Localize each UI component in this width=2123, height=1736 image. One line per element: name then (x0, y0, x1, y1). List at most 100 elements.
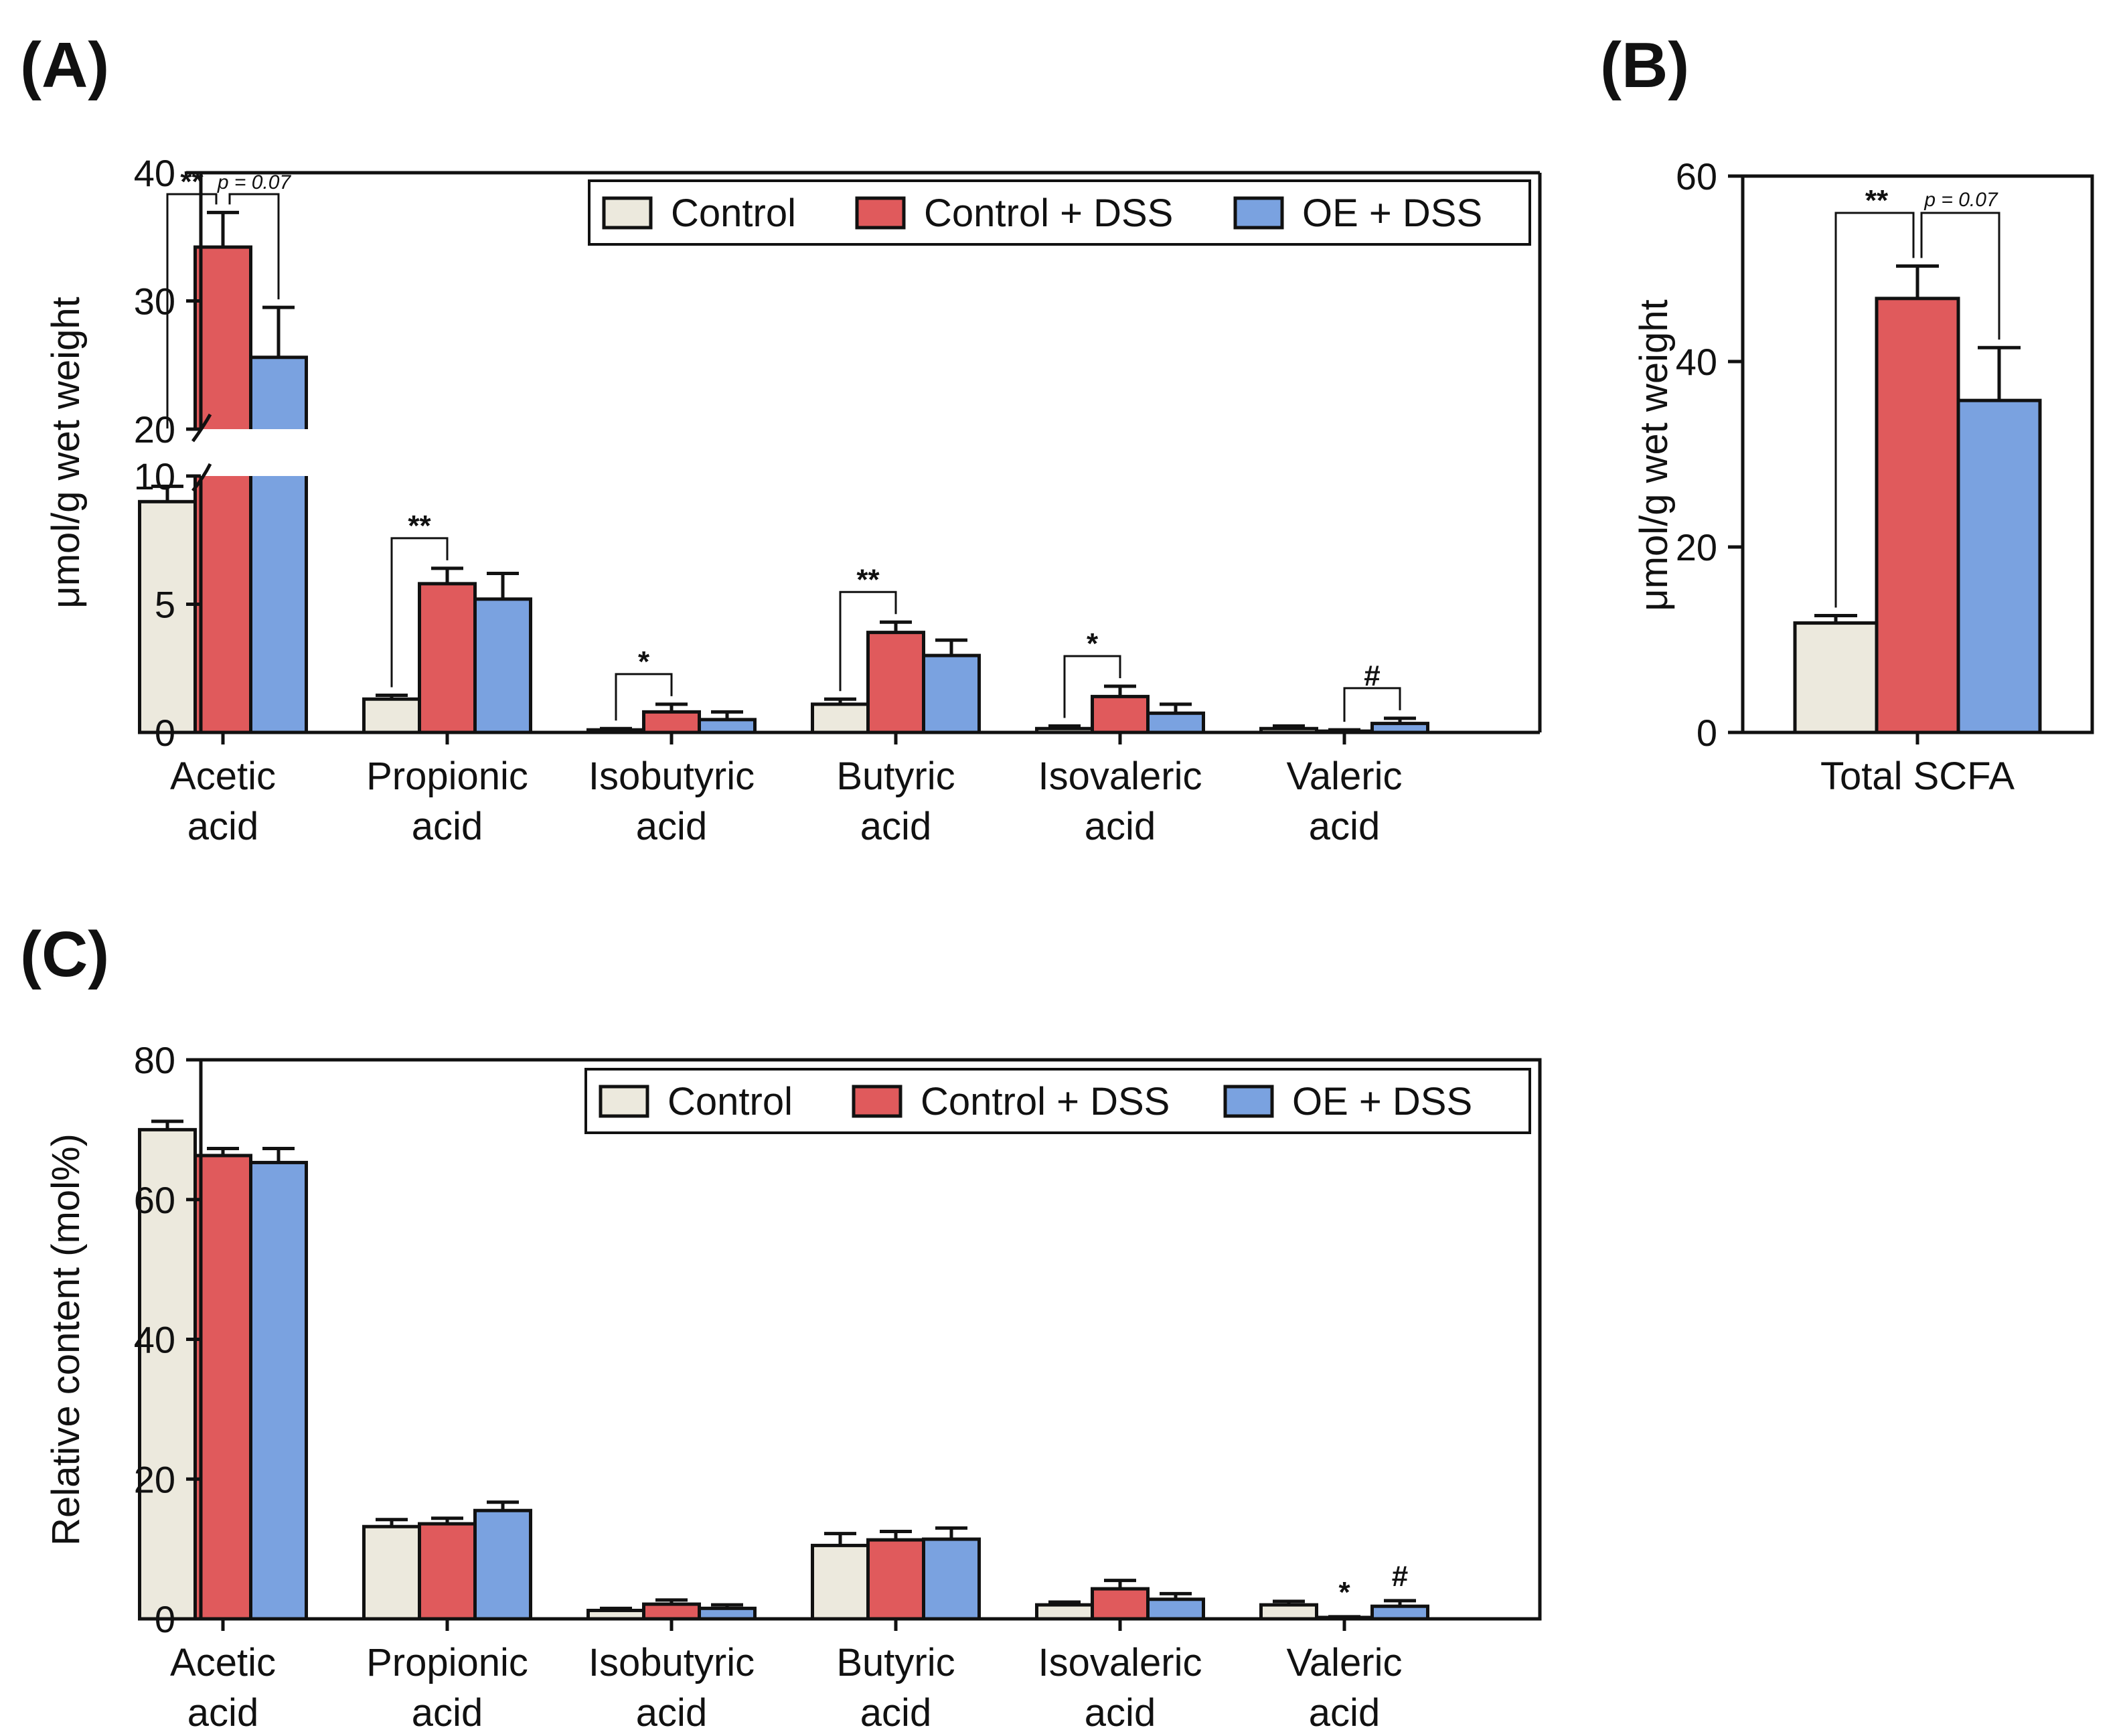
significance-label: ** (408, 509, 431, 542)
x-tick-label: acid (636, 805, 707, 848)
legend: Control Control + DSS OE + DSS (584, 1068, 1531, 1134)
panel-b-label: (B) (1600, 29, 1689, 101)
legend-label: Control + DSS (921, 1080, 1170, 1123)
legend-box (584, 1068, 1531, 1134)
x-tick-label: Isovaleric (1038, 755, 1202, 798)
y-tick-label: 0 (155, 1598, 175, 1640)
x-tick-label: acid (636, 1691, 707, 1735)
significance-bracket (1343, 687, 1401, 722)
bar (473, 1508, 532, 1621)
bar (811, 702, 870, 734)
y-tick-label: 60 (1676, 155, 1717, 198)
bar (1091, 694, 1150, 734)
significance-label: ** (1865, 184, 1889, 217)
bar (1370, 1604, 1429, 1621)
bar (362, 697, 421, 734)
legend-swatch (1223, 1085, 1274, 1118)
x-tick-label: Butyric (836, 1641, 955, 1684)
x-tick-label: Acetic (170, 1641, 276, 1684)
legend-swatch (599, 1085, 649, 1118)
bar (1146, 1597, 1205, 1621)
bar (811, 1543, 870, 1621)
axis-break-mark-lower (191, 463, 212, 492)
bar (1146, 711, 1205, 734)
legend-label: Control (667, 1080, 793, 1123)
y-tick-label: 0 (1697, 712, 1717, 754)
bar (922, 1537, 981, 1621)
bar (138, 499, 197, 734)
y-tick-label: 5 (155, 584, 175, 626)
legend-label: Control + DSS (924, 191, 1173, 235)
bar (642, 1602, 701, 1621)
y-tick-label: 60 (134, 1179, 175, 1221)
legend-swatch (1233, 196, 1284, 230)
significance-bracket (839, 590, 897, 692)
significance-bracket (390, 537, 449, 688)
bar (698, 718, 757, 734)
y-axis-label: Relative content (mol%) (44, 1133, 88, 1546)
x-tick-label: Isobutyric (588, 1641, 755, 1684)
legend: Control Control + DSS OE + DSS (588, 179, 1531, 246)
bar (249, 1160, 308, 1621)
y-tick-label: 40 (134, 1319, 175, 1361)
x-tick-label: Isovaleric (1038, 1641, 1202, 1684)
panel-c-label: (C) (20, 919, 109, 990)
y-tick-label: 20 (134, 1458, 175, 1500)
x-tick-label: Total SCFA (1820, 755, 2015, 798)
x-tick-label: acid (1085, 1691, 1156, 1735)
x-tick-label: Valeric (1287, 1641, 1403, 1684)
x-tick-label: Acetic (170, 755, 276, 798)
significance-label: # (1392, 1560, 1408, 1593)
significance-label: ** (856, 563, 880, 596)
x-tick-label: Propionic (366, 755, 528, 798)
x-tick-label: Isobutyric (588, 755, 755, 798)
bar (922, 653, 981, 734)
bar (249, 356, 308, 734)
panel-a-label: (A) (20, 29, 109, 101)
x-tick-label: acid (1085, 805, 1156, 848)
bar (362, 1524, 421, 1621)
bar (866, 631, 925, 734)
significance-label: * (638, 645, 650, 678)
significance-bracket (615, 673, 673, 721)
y-tick-label: 10 (134, 455, 175, 497)
y-tick-label: 80 (134, 1039, 175, 1081)
bar (1793, 621, 1879, 734)
x-tick-label: acid (1309, 805, 1380, 848)
significance-bracket (1834, 212, 1915, 608)
legend-box (588, 179, 1531, 246)
x-tick-label: acid (187, 1691, 258, 1735)
bar (1091, 1587, 1150, 1621)
bar (193, 245, 252, 734)
significance-bracket (1063, 655, 1121, 718)
bar (1035, 1603, 1094, 1621)
significance-label: * (1087, 627, 1099, 660)
significance-label: ** (180, 165, 204, 198)
legend-swatch (855, 196, 906, 230)
legend-swatch (602, 196, 653, 230)
x-tick-label: Propionic (366, 1641, 528, 1684)
y-tick-label: 20 (1676, 526, 1717, 568)
significance-label: # (1364, 659, 1380, 692)
axis-break-mark-upper (191, 413, 212, 443)
y-tick-label: 20 (134, 408, 175, 451)
bar (418, 582, 477, 734)
y-tick-label: 30 (134, 281, 175, 323)
p-value-label: p = 0.07 (1923, 189, 1998, 211)
bar (1956, 398, 2042, 734)
y-tick-label: 40 (1676, 341, 1717, 383)
bar (866, 1538, 925, 1621)
y-tick-label: 40 (134, 152, 175, 194)
panel-b: (B) 0 20 40 60 μmol/g wet weight Total SCFA ** p… (1600, 29, 2094, 798)
x-tick-label: Butyric (836, 755, 955, 798)
y-axis-label: μmol/g wet weight (44, 297, 88, 608)
bar (642, 710, 701, 734)
x-tick-label: acid (187, 805, 258, 848)
p-value-label: p = 0.07 (217, 171, 292, 193)
bar (193, 1154, 252, 1621)
bar (1259, 1603, 1318, 1621)
x-tick-label: acid (860, 1691, 931, 1735)
x-tick-label: acid (412, 805, 483, 848)
